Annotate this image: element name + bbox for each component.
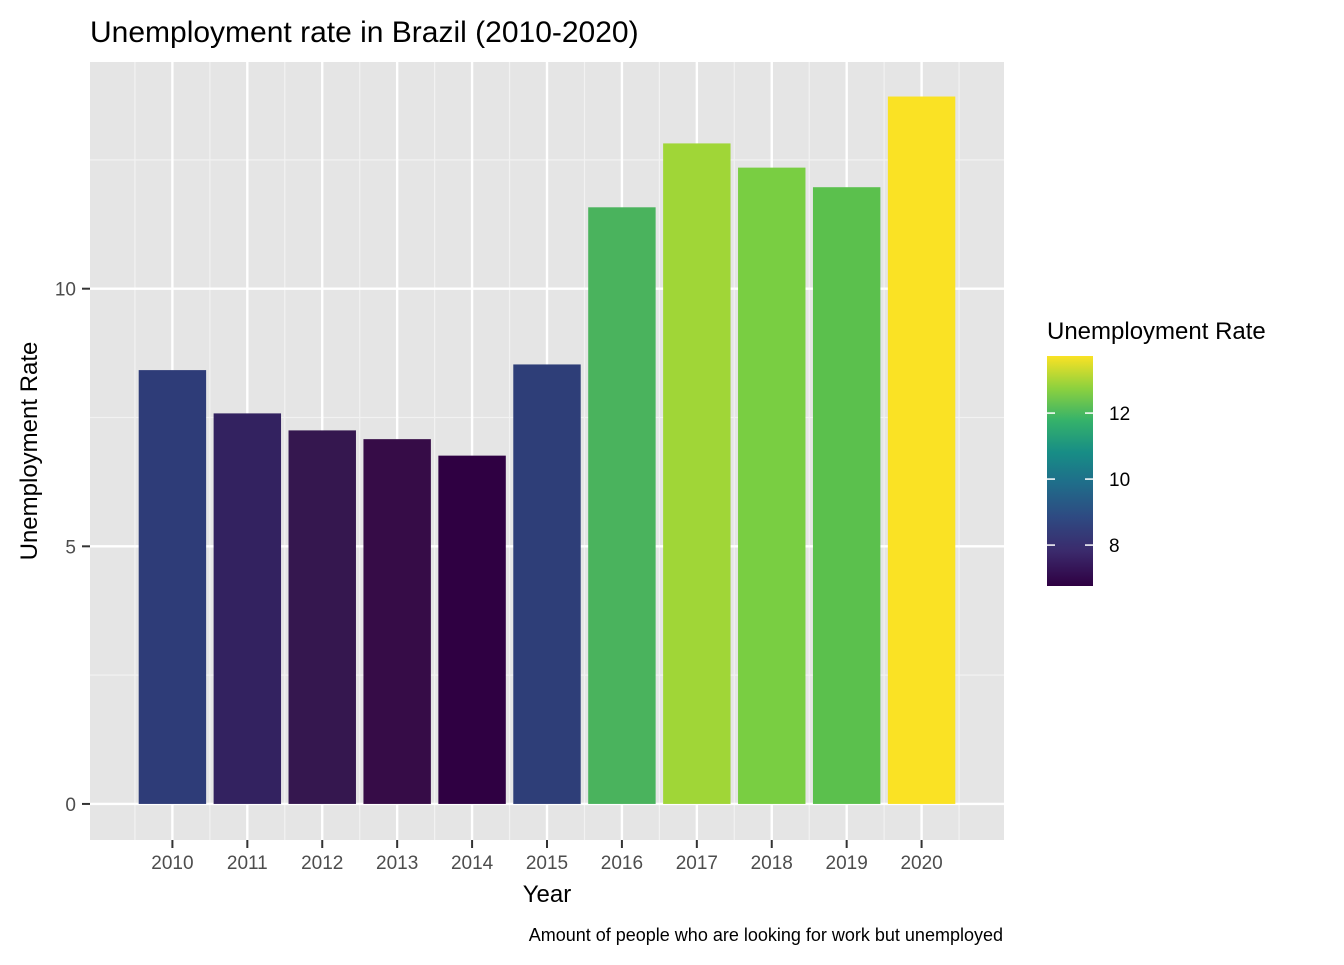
- x-tick-label: 2014: [451, 853, 494, 874]
- y-tick-label: 5: [65, 537, 76, 558]
- legend-tick-label: 8: [1109, 536, 1120, 557]
- chart-title: Unemployment rate in Brazil (2010-2020): [90, 16, 639, 49]
- bar-2010: [138, 370, 207, 804]
- x-tick-label: 2017: [676, 853, 718, 874]
- legend-title: Unemployment Rate: [1047, 318, 1266, 345]
- x-tick-label: 2013: [376, 853, 418, 874]
- y-axis-title: Unemployment Rate: [16, 342, 43, 561]
- legend-colorbar: [1047, 356, 1093, 586]
- x-tick-label: 2015: [526, 853, 568, 874]
- bar-2020: [887, 96, 956, 804]
- y-tick-label: 0: [65, 795, 76, 816]
- y-axis: 0 5 10: [55, 280, 90, 816]
- bar-2013: [363, 439, 431, 804]
- y-tick-label: 10: [55, 280, 76, 301]
- bar-2014: [438, 455, 506, 804]
- x-tick-label: 2018: [751, 853, 793, 874]
- bar-2012: [288, 430, 356, 804]
- color-legend: Unemployment Rate 8 10 12: [1047, 318, 1266, 586]
- bar-2016: [588, 207, 656, 804]
- bar-2019: [812, 187, 881, 804]
- legend-ticks: 8 10 12: [1047, 404, 1130, 557]
- x-axis-title: Year: [523, 881, 572, 908]
- bar-2018: [738, 167, 806, 804]
- bar-2011: [213, 413, 282, 804]
- bars: [138, 96, 956, 804]
- bar-2015: [513, 364, 581, 804]
- legend-tick-label: 10: [1109, 470, 1130, 491]
- chart-caption: Amount of people who are looking for wor…: [529, 925, 1003, 945]
- x-axis: 2010 2011 2012 2013 2014 2015 2016 2017 2018 2019…: [151, 840, 943, 874]
- bar-2017: [663, 143, 731, 804]
- x-tick-label: 2016: [601, 853, 643, 874]
- x-tick-label: 2019: [826, 853, 868, 874]
- x-tick-label: 2010: [151, 853, 193, 874]
- x-tick-label: 2011: [227, 853, 268, 874]
- x-tick-label: 2012: [301, 853, 343, 874]
- legend-tick-label: 12: [1109, 404, 1130, 425]
- x-tick-label: 2020: [900, 853, 942, 874]
